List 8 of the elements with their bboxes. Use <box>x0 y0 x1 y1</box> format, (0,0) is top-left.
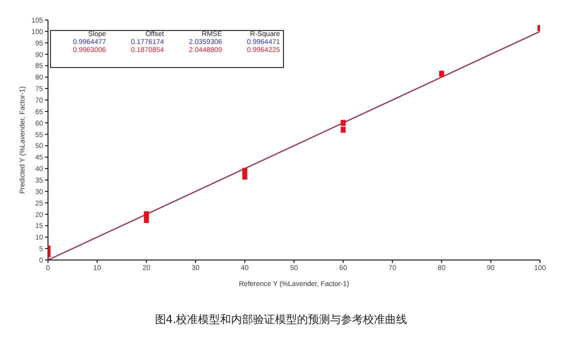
point <box>340 126 346 133</box>
point <box>439 70 444 77</box>
point <box>144 217 149 223</box>
point <box>242 168 248 174</box>
point <box>144 211 149 218</box>
point <box>340 120 346 126</box>
text: 图4.校准模型和内部验证模型的预测与参考校准曲线 <box>154 312 408 327</box>
point <box>242 174 248 180</box>
